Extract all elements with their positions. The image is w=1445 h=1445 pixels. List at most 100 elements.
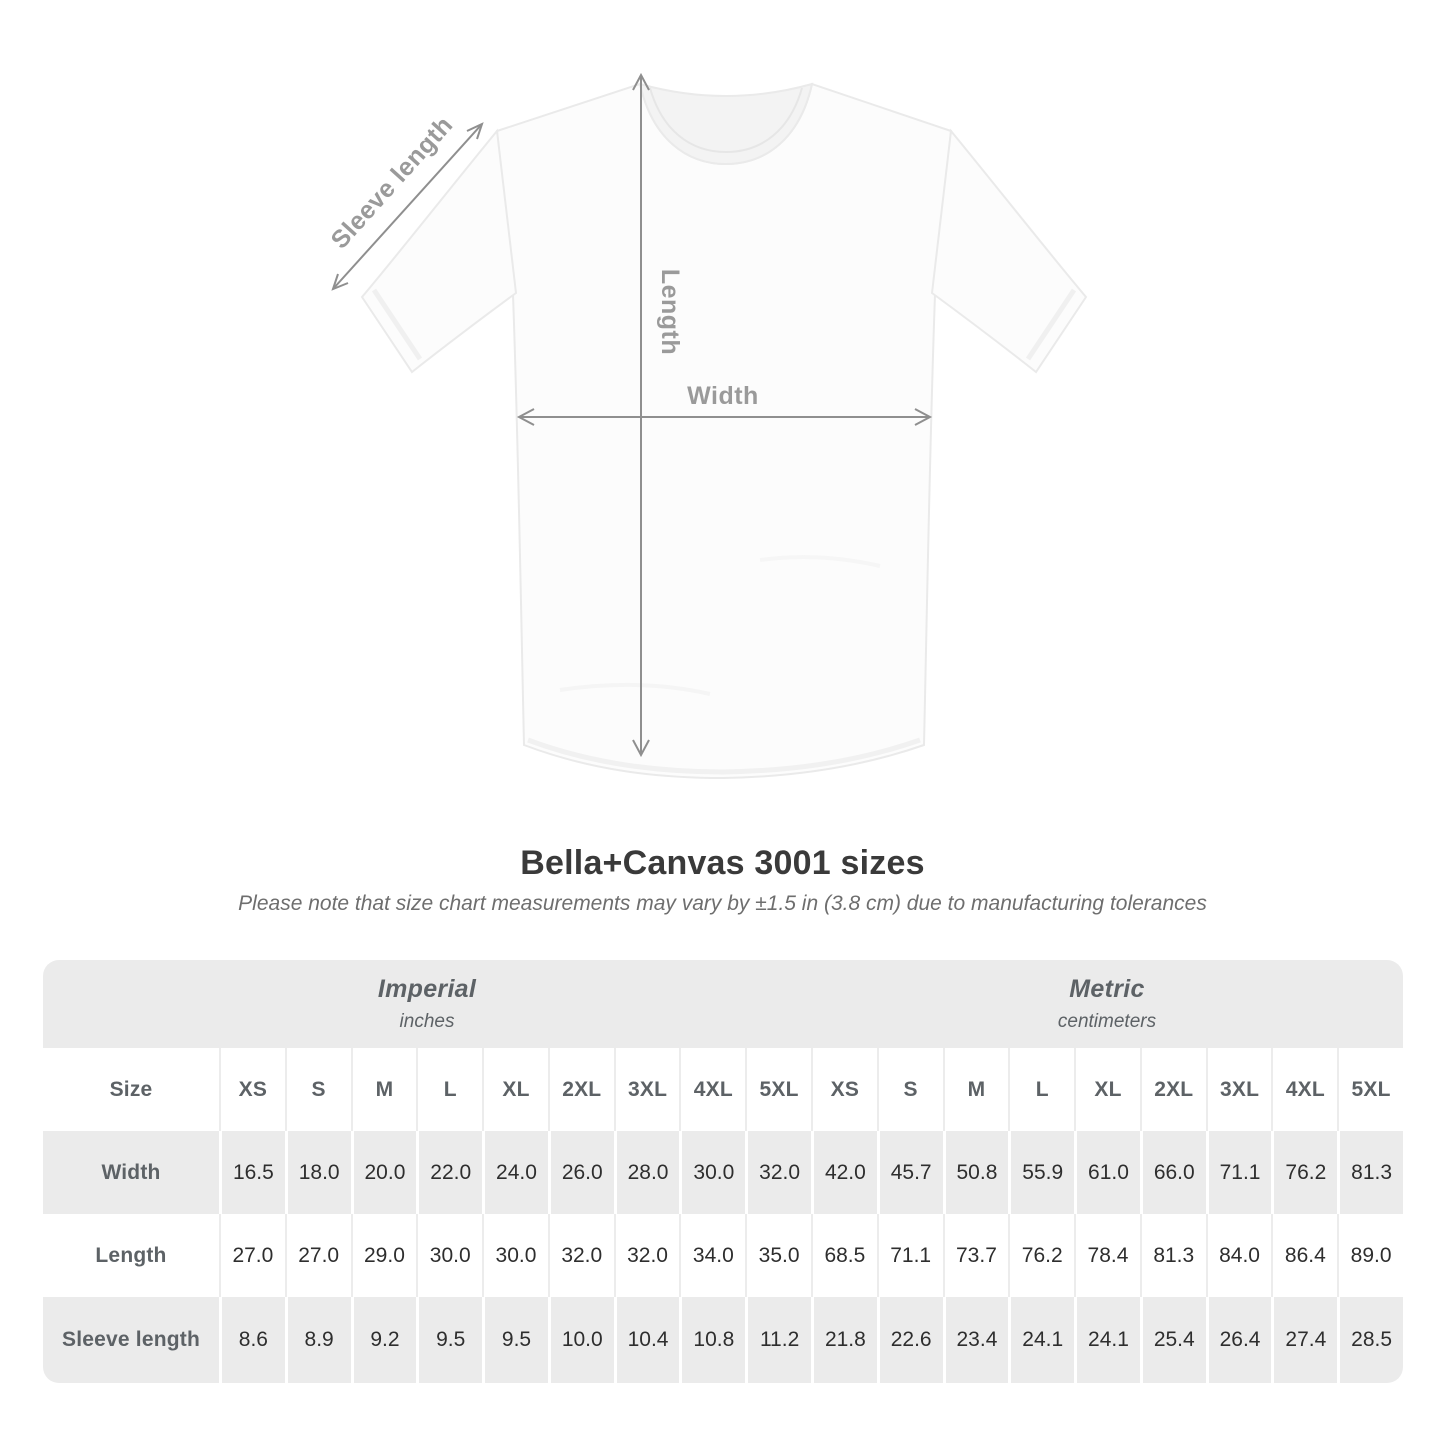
corner-cell: Size [43, 1048, 219, 1131]
size-cell: 3XL [613, 1048, 680, 1131]
size-cell: M [942, 1048, 1009, 1131]
value-cell: 76.2 [1008, 1214, 1075, 1297]
value-cell: 73.7 [942, 1214, 1009, 1297]
width-arrow [516, 408, 933, 426]
value-cell: 24.1 [1074, 1297, 1140, 1383]
width-label: Width [687, 382, 759, 410]
value-cell: 22.6 [876, 1297, 943, 1383]
value-cell: 76.2 [1271, 1131, 1338, 1214]
row-label: Sleeve length [43, 1297, 219, 1383]
value-cell: 23.4 [942, 1297, 1009, 1383]
right-sleeve-hem [1025, 288, 1077, 361]
size-cell: 2XL [1139, 1048, 1206, 1131]
value-cell: 26.4 [1205, 1297, 1272, 1383]
value-cell: 10.0 [547, 1297, 614, 1383]
sleeve-length-arrow [331, 122, 484, 291]
size-cell: XS [811, 1048, 877, 1131]
value-cell: 42.0 [811, 1131, 877, 1214]
value-cell: 32.0 [613, 1214, 680, 1297]
value-cell: 89.0 [1337, 1214, 1403, 1297]
value-cell: 30.0 [482, 1214, 548, 1297]
size-cell: 4XL [1271, 1048, 1338, 1131]
value-cell: 32.0 [745, 1131, 811, 1214]
value-cell: 84.0 [1205, 1214, 1272, 1297]
value-cell: 21.8 [811, 1297, 877, 1383]
size-cell: XL [482, 1048, 548, 1131]
value-cell: 28.5 [1337, 1297, 1403, 1383]
row-label: Width [43, 1131, 219, 1214]
value-cell: 8.9 [284, 1297, 351, 1383]
bottom-hem [527, 737, 921, 775]
value-cell: 16.5 [219, 1131, 285, 1214]
value-cell: 10.8 [679, 1297, 746, 1383]
value-cell: 81.3 [1139, 1214, 1206, 1297]
value-cell: 45.7 [876, 1131, 943, 1214]
size-cell: M [350, 1048, 417, 1131]
left-sleeve-hem [371, 288, 423, 361]
value-cell: 34.0 [679, 1214, 746, 1297]
size-cell: 5XL [745, 1048, 811, 1131]
imperial-group-header: Imperial inches [43, 960, 811, 1048]
value-cell: 35.0 [745, 1214, 811, 1297]
tolerance-note: Please note that size chart measurements… [238, 892, 1207, 915]
value-cell: 9.5 [416, 1297, 483, 1383]
value-cell: 29.0 [350, 1214, 417, 1297]
value-cell: 27.0 [284, 1214, 351, 1297]
value-cell: 24.0 [482, 1131, 548, 1214]
tshirt-graphic [360, 82, 1088, 780]
value-cell: 71.1 [876, 1214, 943, 1297]
value-cell: 26.0 [547, 1131, 614, 1214]
tshirt-left-sleeve [360, 128, 518, 374]
metric-label: Metric [1069, 975, 1145, 1003]
length-label: Length [656, 269, 684, 355]
value-cell: 25.4 [1139, 1297, 1206, 1383]
size-cell: 4XL [679, 1048, 746, 1131]
wrinkle [759, 555, 881, 568]
tshirt-body [495, 82, 953, 780]
metric-unit: centimeters [1057, 1011, 1157, 1032]
value-cell: 27.4 [1271, 1297, 1338, 1383]
value-cell: 32.0 [547, 1214, 614, 1297]
imperial-label: Imperial [377, 975, 477, 1003]
value-cell: 28.0 [613, 1131, 680, 1214]
value-cell: 18.0 [284, 1131, 351, 1214]
value-cell: 30.0 [679, 1131, 746, 1214]
value-cell: 81.3 [1337, 1131, 1403, 1214]
tshirt-right-sleeve [930, 128, 1088, 374]
size-cell: 5XL [1337, 1048, 1403, 1131]
size-cell: S [284, 1048, 351, 1131]
size-cell: 3XL [1205, 1048, 1272, 1131]
value-cell: 20.0 [350, 1131, 417, 1214]
value-cell: 55.9 [1008, 1131, 1075, 1214]
value-cell: 9.2 [350, 1297, 417, 1383]
length-arrow [632, 72, 650, 758]
metric-group-header: Metric centimeters [811, 960, 1403, 1048]
value-cell: 10.4 [613, 1297, 680, 1383]
value-cell: 66.0 [1139, 1131, 1206, 1214]
size-cell: 2XL [547, 1048, 614, 1131]
imperial-unit: inches [399, 1011, 455, 1032]
size-cell: XS [219, 1048, 285, 1131]
value-cell: 8.6 [219, 1297, 285, 1383]
value-cell: 68.5 [811, 1214, 877, 1297]
size-cell: XL [1074, 1048, 1140, 1131]
value-cell: 71.1 [1205, 1131, 1272, 1214]
value-cell: 27.0 [219, 1214, 285, 1297]
tshirt-collar-band [649, 87, 803, 154]
tshirt-measurement-diagram: Width Length Sleeve length [326, 72, 1088, 780]
size-cell: L [1008, 1048, 1075, 1131]
value-cell: 61.0 [1074, 1131, 1140, 1214]
page-title: Bella+Canvas 3001 sizes [520, 844, 925, 882]
value-cell: 30.0 [416, 1214, 483, 1297]
value-cell: 78.4 [1074, 1214, 1140, 1297]
value-cell: 86.4 [1271, 1214, 1338, 1297]
value-cell: 50.8 [942, 1131, 1009, 1214]
size-cell: S [876, 1048, 943, 1131]
wrinkle [559, 682, 711, 696]
value-cell: 24.1 [1008, 1297, 1075, 1383]
row-label: Length [43, 1214, 219, 1297]
size-table: Imperial inches Metric centimeters Size … [43, 960, 1403, 1383]
value-cell: 22.0 [416, 1131, 483, 1214]
size-cell: L [416, 1048, 483, 1131]
tshirt-collar [638, 82, 814, 166]
